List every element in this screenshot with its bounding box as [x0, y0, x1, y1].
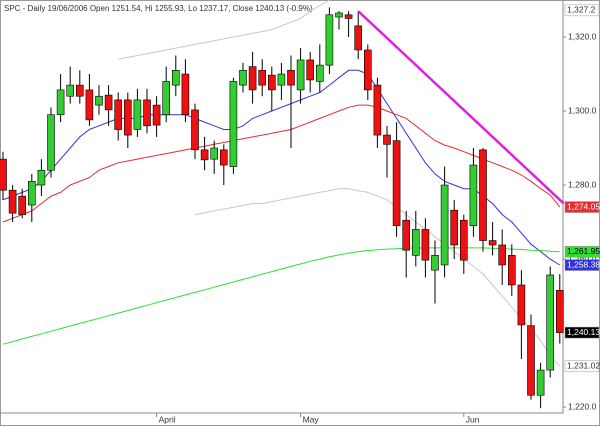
candle-body — [411, 229, 420, 256]
price-label-box — [564, 360, 600, 373]
price-label-box — [564, 246, 600, 258]
candle-body — [431, 255, 439, 271]
indicator-line — [2, 104, 561, 223]
candle-body — [267, 74, 276, 91]
price-label: 1,327.2 — [567, 5, 596, 15]
candle-body — [66, 84, 74, 97]
y-tick-label: 1,320.0 — [568, 31, 597, 41]
candle-body — [315, 64, 324, 82]
candle-body — [459, 219, 468, 261]
price-label-box — [564, 201, 600, 213]
candle-body — [0, 158, 7, 191]
candle-body — [8, 189, 17, 214]
price-label-box — [564, 4, 600, 17]
candle-body — [37, 169, 46, 186]
candle-body — [354, 25, 363, 51]
candle-body — [210, 147, 218, 160]
candle-body — [85, 89, 94, 121]
price-label-box — [564, 326, 600, 339]
x-tick-label: April — [159, 414, 176, 424]
candle-body — [104, 94, 113, 111]
candle-body — [498, 244, 507, 266]
y-tick-label: 1,300.0 — [568, 105, 597, 115]
candle-body — [76, 84, 84, 97]
candle-body — [200, 149, 209, 161]
price-label: 1,261.95 — [567, 246, 600, 256]
indicator-line — [2, 69, 561, 266]
candle-body — [306, 59, 315, 81]
candle-body — [363, 49, 372, 91]
candle-body — [220, 149, 228, 166]
candle-body — [47, 114, 55, 171]
candle-body — [555, 290, 564, 333]
trendline — [357, 10, 565, 205]
candle-body — [114, 99, 122, 130]
y-tick-label: 1,280.0 — [568, 179, 597, 189]
price-label: 1,274.05 — [567, 201, 600, 211]
candle-body — [335, 12, 343, 18]
price-label: 1,240.13 — [567, 327, 600, 337]
y-tick-label: 1,260.0 — [568, 253, 597, 263]
candle-body — [392, 140, 401, 227]
candle-body — [143, 99, 151, 127]
price-label-box — [564, 259, 600, 271]
candle-body — [325, 14, 334, 66]
candle-body — [56, 89, 65, 116]
candle-body — [27, 181, 36, 206]
candle-body — [402, 219, 411, 251]
candle-body — [95, 95, 103, 106]
x-tick-label: May — [303, 414, 320, 424]
candle-body — [18, 195, 27, 215]
candle-body — [421, 229, 430, 261]
price-label: 1,231.02 — [567, 361, 600, 371]
candle-body — [258, 70, 267, 86]
indicator-line — [118, 0, 330, 60]
candle-body — [517, 284, 526, 326]
candle-body — [124, 99, 132, 136]
candle-body — [162, 81, 170, 116]
candle-body — [373, 84, 382, 136]
candle-body — [181, 73, 190, 116]
y-tick-label: 1,220.0 — [568, 401, 597, 411]
candle-body — [488, 240, 497, 246]
candle-body — [440, 184, 449, 266]
chart-title: SPC - Daily 19/06/2006 Open 1251.54, Hi … — [4, 4, 313, 13]
candle-body — [133, 99, 142, 130]
candle-body — [344, 14, 353, 19]
candle-body — [469, 164, 478, 227]
candle-body — [536, 369, 545, 396]
candle-body — [296, 59, 305, 91]
candle-body — [172, 70, 180, 86]
candle-body — [527, 325, 535, 396]
candle-body — [277, 73, 286, 86]
candle-body — [229, 81, 238, 167]
candle-body — [191, 109, 199, 151]
candle-body — [239, 70, 247, 86]
candle-body — [479, 149, 487, 241]
indicator-line — [194, 188, 561, 367]
candle-body — [450, 209, 459, 246]
candle-body — [507, 255, 516, 286]
candle-body — [248, 66, 257, 91]
candle-body — [152, 104, 161, 126]
price-label: 1,258.38 — [567, 259, 600, 269]
candle-body — [287, 70, 295, 86]
candle-body — [383, 134, 391, 145]
x-tick-label: Jun — [466, 414, 480, 424]
candle-body — [546, 274, 555, 371]
